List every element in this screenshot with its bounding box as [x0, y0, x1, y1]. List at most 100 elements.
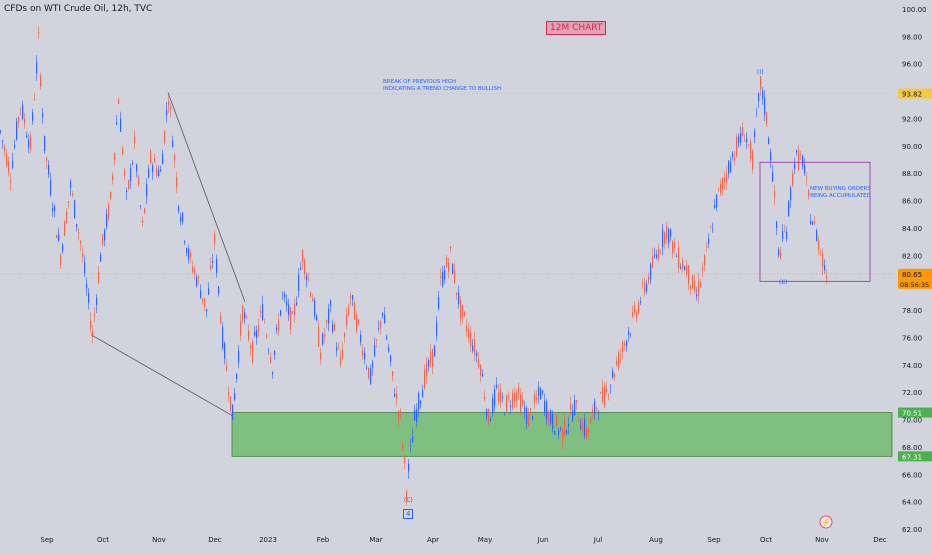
- candle-body: [10, 180, 12, 184]
- candle-body: [304, 259, 306, 275]
- candle-body: [668, 228, 670, 244]
- candle-body: [92, 331, 94, 338]
- candle-body: [144, 208, 146, 214]
- candle-body: [812, 221, 814, 225]
- timeframe-label: 12M CHART: [546, 21, 607, 35]
- candle-body: [356, 314, 358, 332]
- candle-body: [66, 211, 68, 224]
- candle-body: [430, 351, 432, 364]
- candle-body: [102, 234, 104, 245]
- candle-body: [518, 386, 520, 395]
- candle-body: [650, 263, 652, 280]
- candle-body: [90, 320, 92, 329]
- candle-body: [464, 312, 466, 316]
- candle-body: [732, 153, 734, 157]
- candle-body: [122, 148, 124, 155]
- candle-body: [228, 392, 230, 395]
- candle-body: [802, 156, 804, 167]
- candle-body: [364, 352, 366, 360]
- candle-body: [574, 399, 576, 416]
- candle-body: [178, 206, 180, 212]
- candle-body: [584, 419, 586, 436]
- candle-body: [720, 184, 722, 194]
- candle-body: [568, 424, 570, 427]
- candle-body: [744, 141, 746, 142]
- candle-body: [488, 409, 490, 425]
- candle-body: [638, 302, 640, 313]
- candle-body: [434, 345, 436, 357]
- candle-body: [630, 333, 632, 335]
- candle-body: [446, 257, 448, 268]
- candle-body: [526, 408, 528, 425]
- candle-body: [588, 427, 590, 433]
- candle-body: [454, 270, 456, 283]
- candle-body: [472, 345, 474, 351]
- candle-body: [284, 293, 286, 298]
- candle-body: [376, 339, 378, 341]
- candle-body: [252, 341, 254, 363]
- candle-body: [592, 409, 594, 413]
- candle-body: [674, 242, 676, 248]
- candle-body: [380, 320, 382, 328]
- candle-body: [318, 327, 320, 347]
- candle-body: [682, 260, 684, 269]
- candle-body: [390, 355, 392, 362]
- candle-body: [342, 349, 344, 359]
- candle-body: [502, 396, 504, 399]
- candle-body: [86, 283, 88, 289]
- candle-body: [570, 404, 572, 410]
- candle-body: [198, 276, 200, 279]
- candle-body: [224, 343, 226, 359]
- candle-body: [68, 201, 70, 203]
- resistance-price-tag-bg: [898, 88, 932, 99]
- candle-body: [120, 118, 122, 132]
- candle-body: [538, 387, 540, 396]
- candle-body: [504, 414, 506, 416]
- candle-body: [294, 303, 296, 315]
- candle-body: [314, 300, 316, 317]
- candle-body: [604, 385, 606, 406]
- candle-body: [476, 353, 478, 356]
- x-tick-label: Nov: [152, 536, 166, 544]
- candle-body: [482, 373, 484, 377]
- candle-body: [788, 201, 790, 217]
- candle-body: [182, 212, 184, 222]
- candle-body: [276, 327, 278, 330]
- candle-body: [124, 169, 126, 176]
- candle-body: [730, 161, 732, 173]
- candle-body: [232, 404, 234, 420]
- candle-body: [366, 367, 368, 369]
- candle-body: [208, 288, 210, 295]
- candle-body: [766, 112, 768, 124]
- candle-body: [772, 172, 774, 182]
- candle-body: [290, 307, 292, 330]
- candle-body: [72, 193, 74, 195]
- candle-body: [644, 282, 646, 293]
- candle-body: [222, 326, 224, 349]
- zone-top-price-tag: 70.51: [902, 410, 922, 418]
- candle-body: [462, 304, 464, 317]
- candle-body: [230, 396, 232, 411]
- candle-body: [636, 311, 638, 319]
- candle-body: [528, 414, 530, 427]
- candle-body: [684, 266, 686, 271]
- candle-body: [550, 410, 552, 424]
- y-tick-label: 82.00: [902, 252, 922, 260]
- candle-body: [542, 390, 544, 394]
- candle-body: [754, 130, 756, 137]
- candle-body: [808, 190, 810, 197]
- candle-body: [34, 99, 36, 100]
- candle-body: [756, 113, 758, 115]
- y-tick-label: 92.00: [902, 115, 922, 123]
- candle-body: [344, 332, 346, 337]
- candle-body: [200, 290, 202, 299]
- candle-body: [456, 292, 458, 295]
- y-tick-label: 64.00: [902, 499, 922, 507]
- candle-body: [676, 256, 678, 258]
- candle-body: [652, 256, 654, 268]
- candle-body: [40, 75, 42, 87]
- lightning-icon[interactable]: [819, 515, 833, 529]
- candle-body: [628, 331, 630, 336]
